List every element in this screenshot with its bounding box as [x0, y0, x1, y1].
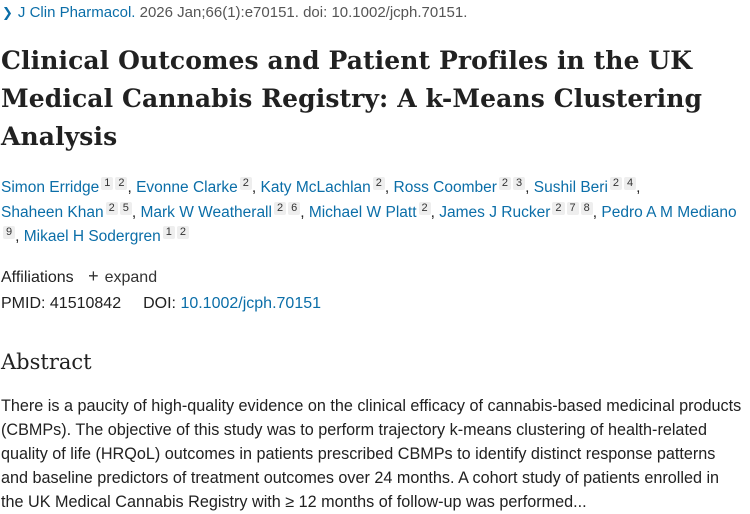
affiliation-ref[interactable]: 2	[372, 177, 385, 190]
affiliation-ref[interactable]: 2	[552, 201, 565, 215]
affiliation-ref[interactable]: 2	[176, 226, 189, 239]
affiliation-ref[interactable]: 4	[624, 177, 637, 190]
pmid-label: PMID:	[1, 295, 46, 312]
affiliation-ref[interactable]: 3	[513, 177, 526, 190]
affiliation-ref[interactable]: 2	[115, 177, 128, 190]
affiliation-ref[interactable]: 9	[3, 226, 16, 239]
chevron-right-icon[interactable]: ❯	[2, 5, 13, 20]
doi-label: DOI:	[143, 295, 176, 312]
authors-list: Simon Erridge 1 2, Evonne Clarke 2, Katy Mc…	[1, 177, 737, 245]
abstract-heading: Abstract	[1, 350, 92, 374]
pmid-value: 41510842	[49, 295, 122, 312]
doi-link[interactable]: 10.1002/jcph.70151	[180, 295, 322, 312]
affiliation-ref[interactable]: 5	[119, 201, 132, 215]
citation-details: 2026 Jan;66(1):e70151. doi: 10.1002/jcph…	[139, 4, 468, 21]
affiliation-ref[interactable]: 2	[609, 177, 623, 190]
expand-label: expand	[104, 269, 158, 286]
author-link[interactable]: Mark W Weatherall	[140, 203, 272, 221]
author-link[interactable]: James J Rucker	[439, 203, 551, 221]
affiliations-row: Affiliations + expand	[1, 266, 157, 287]
author-link[interactable]: Shaheen Khan	[1, 203, 104, 221]
affiliation-ref[interactable]: 1	[162, 226, 175, 239]
affiliation-ref[interactable]: 7	[566, 201, 579, 215]
affiliation-ref[interactable]: 2	[239, 177, 252, 190]
author-link[interactable]: Katy McLachlan	[260, 179, 371, 196]
expand-affiliations-button[interactable]: + expand	[88, 266, 158, 286]
affiliation-ref[interactable]: 1	[101, 177, 114, 190]
author-link[interactable]: Ross Coomber	[393, 179, 497, 196]
author-link[interactable]: Sushil Beri	[533, 179, 608, 196]
author-link[interactable]: Simon Erridge	[1, 179, 100, 196]
author-link[interactable]: Evonne Clarke	[136, 179, 238, 196]
citation-line: ❯ J Clin Pharmacol. 2026 Jan;66(1):e70151…	[2, 4, 467, 21]
affiliation-ref[interactable]: 8	[580, 201, 593, 215]
author-link[interactable]: Michael W Platt	[308, 203, 417, 221]
author-link[interactable]: Pedro A M Mediano	[601, 203, 737, 221]
affiliation-ref[interactable]: 2	[418, 201, 431, 215]
affiliations-label: Affiliations	[1, 269, 74, 286]
affiliation-ref[interactable]: 2	[273, 201, 287, 215]
plus-icon: +	[88, 266, 99, 286]
affiliation-ref[interactable]: 6	[288, 201, 301, 215]
affiliation-ref[interactable]: 2	[498, 177, 512, 190]
abstract-text: There is a paucity of high-quality evide…	[1, 397, 742, 511]
article-title: Clinical Outcomes and Patient Profiles i…	[1, 46, 703, 151]
affiliation-ref[interactable]: 2	[105, 201, 118, 215]
journal-link[interactable]: J Clin Pharmacol.	[17, 4, 136, 21]
author-link[interactable]: Mikael H Sodergren	[23, 228, 161, 245]
identifiers-row: PMID: 41510842 DOI: 10.1002/jcph.70151	[1, 295, 321, 313]
